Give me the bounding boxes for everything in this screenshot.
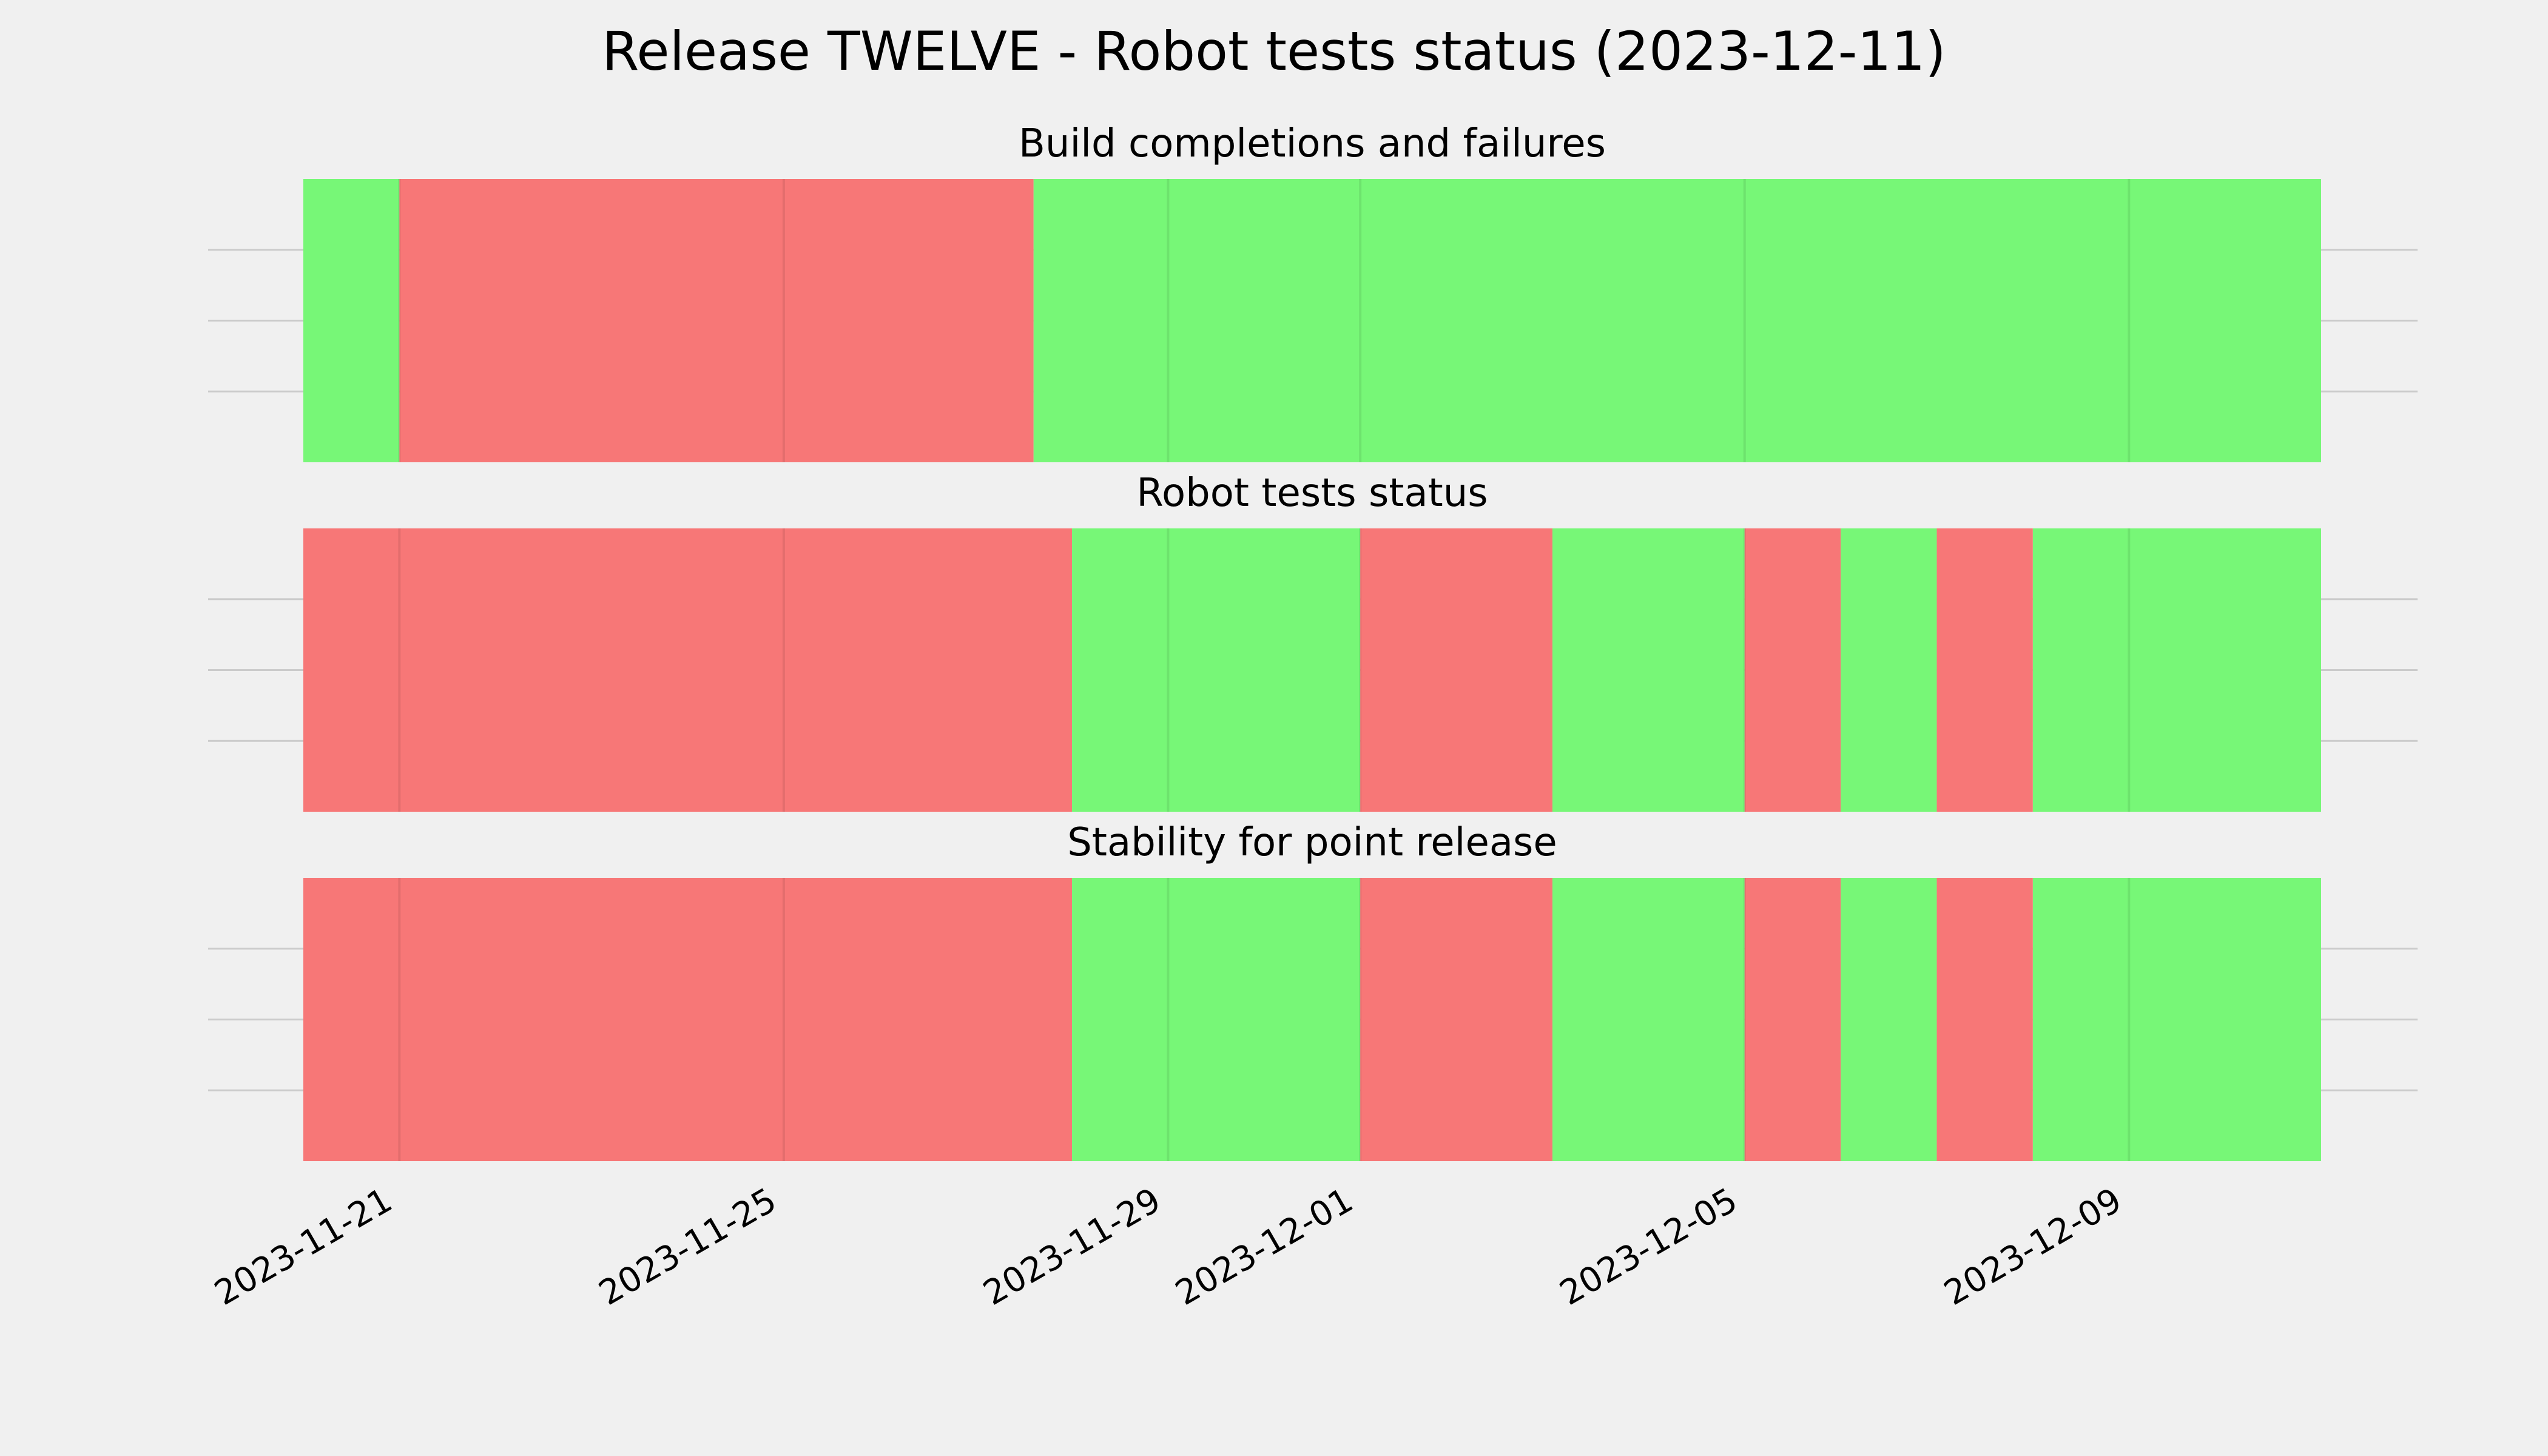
- status-segment-fail: [1744, 878, 1841, 1161]
- status-segment-pass: [1552, 878, 1745, 1161]
- status-segment-fail: [1360, 878, 1552, 1161]
- x-tick-label: 2023-11-21: [208, 1181, 399, 1313]
- status-segment-pass: [1841, 878, 1937, 1161]
- status-segment-pass: [2032, 528, 2321, 812]
- panel-title: Stability for point release: [1067, 820, 1557, 865]
- x-tick-label: 2023-11-25: [593, 1181, 783, 1313]
- status-segment-fail: [1744, 528, 1841, 812]
- status-segment-fail: [303, 528, 1073, 812]
- status-segment-pass: [303, 179, 400, 462]
- status-segment-pass: [1033, 179, 2321, 462]
- panel-title: Build completions and failures: [1019, 121, 1606, 166]
- x-tick-label: 2023-12-05: [1553, 1181, 1744, 1313]
- panel-1: Build completions and failures: [208, 121, 2418, 462]
- status-segment-fail: [399, 179, 1034, 462]
- status-segment-pass: [1841, 528, 1937, 812]
- status-segment-fail: [1936, 528, 2033, 812]
- status-segment-pass: [1072, 878, 1361, 1161]
- x-tick-label: 2023-12-09: [1938, 1181, 2128, 1313]
- panel-title: Robot tests status: [1136, 471, 1488, 516]
- chart-panels: Build completions and failures Robot test…: [208, 121, 2418, 1161]
- status-segment-fail: [303, 878, 1073, 1161]
- x-axis: 2023-11-21 2023-11-25 2023-11-29 2023-12-01…: [208, 1181, 2128, 1313]
- status-segment-pass: [2032, 878, 2321, 1161]
- panel-3: Stability for point release: [208, 820, 2418, 1161]
- status-segment-pass: [1552, 528, 1745, 812]
- status-segment-fail: [1936, 878, 2033, 1161]
- panel-2: Robot tests status: [208, 471, 2418, 812]
- x-tick-label: 2023-11-29: [977, 1181, 1167, 1313]
- chart-title: Release TWELVE - Robot tests status (202…: [602, 20, 1946, 83]
- status-segment-fail: [1360, 528, 1552, 812]
- status-segment-pass: [1072, 528, 1361, 812]
- x-tick-label: 2023-12-01: [1169, 1181, 1360, 1313]
